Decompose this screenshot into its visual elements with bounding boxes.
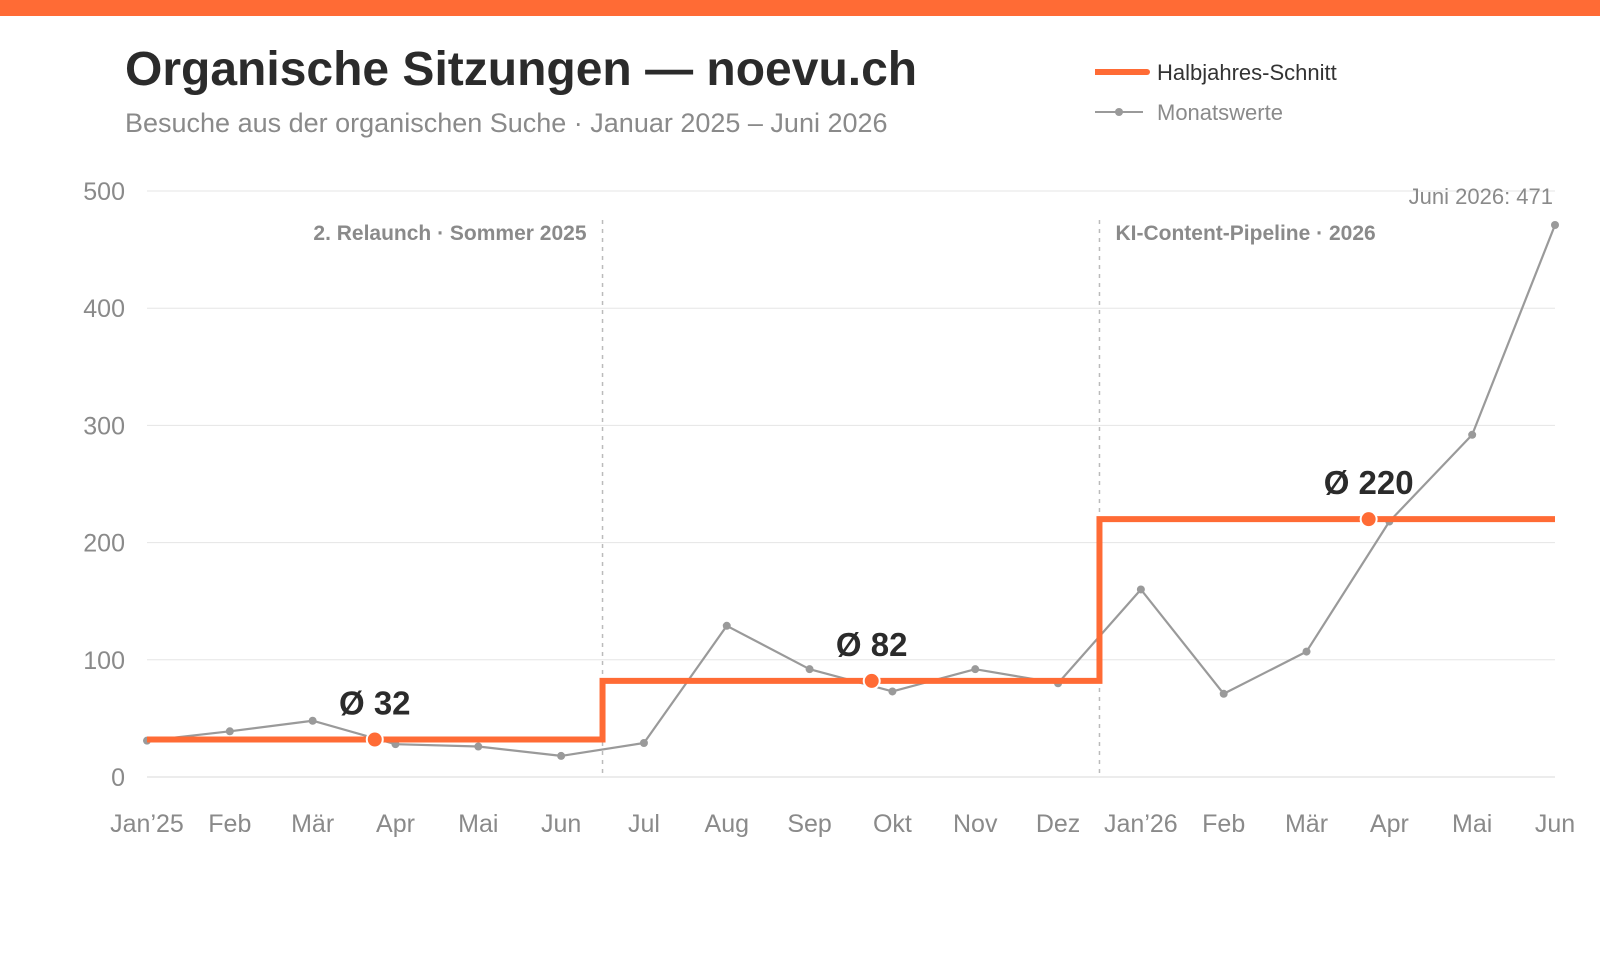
x-tick-label-4: Mai [458, 810, 498, 838]
legend-swatch-monthly [1095, 108, 1143, 116]
y-tick-label-100: 100 [83, 647, 125, 675]
monthly-point-9 [888, 687, 897, 696]
monthly-point-1 [225, 727, 234, 736]
y-tick-label-300: 300 [83, 412, 125, 440]
monthly-point-5 [557, 751, 566, 760]
chart-title: Organische Sitzungen — noevu.ch [125, 43, 918, 96]
legend-swatch-average [1095, 69, 1150, 75]
monthly-point-13 [1219, 689, 1228, 698]
x-tick-label-8: Sep [787, 810, 831, 838]
average-step-line [147, 516, 1555, 743]
x-tick-label-9: Okt [873, 810, 912, 838]
monthly-point-6 [639, 739, 648, 748]
x-tick-label-0: Jan’25 [110, 810, 184, 838]
event-label-1: KI-Content-Pipeline · 2026 [1115, 222, 1375, 245]
x-tick-label-5: Jun [541, 810, 581, 838]
monthly-point-16 [1468, 430, 1477, 439]
monthly-point-10 [971, 665, 980, 674]
x-tick-label-13: Feb [1202, 810, 1245, 838]
monthly-point-7 [722, 621, 731, 630]
y-tick-label-400: 400 [83, 295, 125, 323]
x-tick-label-11: Dez [1036, 810, 1080, 838]
average-series-layer [147, 510, 1555, 749]
x-tick-label-10: Nov [953, 810, 998, 838]
chart-subtitle: Besuche aus der organischen Suche · Janu… [125, 108, 888, 138]
x-tick-label-15: Apr [1370, 810, 1409, 838]
average-label-2: Ø 220 [1324, 464, 1414, 501]
monthly-point-8 [805, 665, 814, 674]
x-tick-label-14: Mär [1285, 810, 1328, 838]
event-layer [601, 220, 1101, 777]
average-marker-0 [367, 732, 382, 747]
x-tick-label-16: Mai [1452, 810, 1492, 838]
x-tick-label-7: Aug [705, 810, 749, 838]
average-label-0: Ø 32 [339, 684, 411, 721]
event-label-0: 2. Relaunch · Sommer 2025 [313, 222, 586, 245]
point-annotation-0: Juni 2026: 471 [1409, 184, 1553, 209]
grid-layer [147, 190, 1555, 778]
y-tick-label-200: 200 [83, 530, 125, 558]
average-marker-2 [1361, 512, 1376, 527]
average-label-1: Ø 82 [836, 626, 908, 663]
top-accent-bar [0, 0, 1600, 16]
x-tick-label-6: Jul [628, 810, 660, 838]
y-tick-label-0: 0 [111, 764, 125, 792]
legend-label-monthly: Monatswerte [1157, 100, 1283, 125]
monthly-point-17 [1551, 220, 1559, 229]
y-tick-label-500: 500 [83, 178, 125, 206]
x-tick-label-2: Mär [291, 810, 334, 838]
label-layer: 0 100 200 300 400 500 Jan’25 Feb Mär Apr Mai Jun Jul… [83, 178, 1575, 838]
legend-item-monthly: Monatswerte [1095, 98, 1515, 138]
x-tick-label-17: Jun [1535, 810, 1575, 838]
x-tick-label-1: Feb [208, 810, 251, 838]
x-tick-label-12: Jan’26 [1104, 810, 1178, 838]
monthly-point-14 [1302, 647, 1311, 656]
legend-item-average: Halbjahres-Schnitt [1095, 58, 1515, 98]
monthly-point-2 [308, 716, 317, 725]
legend-label-average: Halbjahres-Schnitt [1157, 60, 1337, 85]
x-tick-label-3: Apr [376, 810, 415, 838]
monthly-point-4 [474, 742, 483, 751]
average-marker-1 [864, 673, 879, 688]
monthly-point-12 [1136, 585, 1145, 594]
chart-legend: Halbjahres-Schnitt Monatswerte [1095, 58, 1515, 138]
